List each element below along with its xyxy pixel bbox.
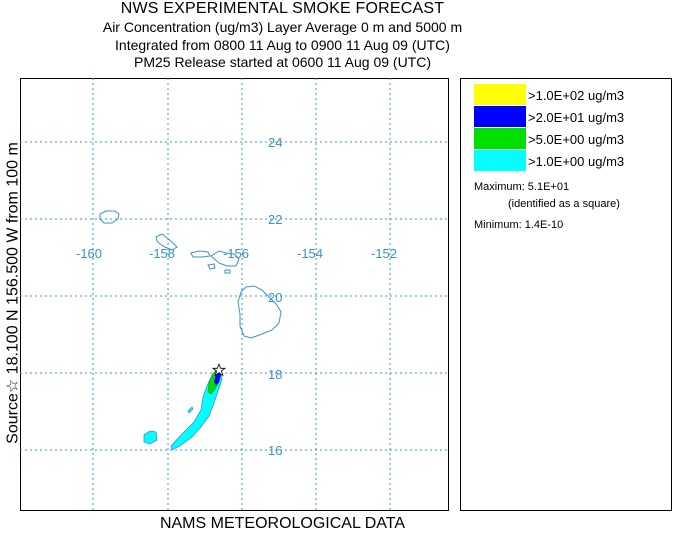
- legend-swatch-blue: [474, 106, 526, 127]
- source-star-icon: [211, 362, 227, 377]
- maximum-note: (identified as a square): [508, 198, 620, 210]
- coastlines: [99, 210, 282, 339]
- lon-label-160: -160: [76, 246, 102, 261]
- lon-label-154: -154: [297, 246, 323, 261]
- legend-frame: [460, 78, 672, 511]
- island-maui: [210, 250, 240, 267]
- met-data-label: NAMS METEOROLOGICAL DATA: [159, 515, 406, 532]
- lat-label-18: 18: [268, 367, 282, 382]
- subtitle-release: PM25 Release started at 0600 11 Aug 09 (…: [133, 54, 431, 70]
- lat-label-20: 20: [268, 290, 282, 305]
- graticule: [20, 78, 448, 510]
- plume-speck: [187, 406, 194, 414]
- legend-swatch-yellow: [474, 84, 526, 105]
- lon-label-158: -158: [149, 246, 175, 261]
- maximum-value: Maximum: 5.1E+01: [474, 181, 569, 193]
- subtitle-concentration: Air Concentration (ug/m3) Layer Average …: [102, 19, 463, 35]
- island-molokai: [190, 250, 211, 258]
- legend-label-3: >5.0E+00 ug/m3: [528, 132, 624, 147]
- legend-swatch-green: [474, 128, 526, 149]
- legend-label-2: >2.0E+01 ug/m3: [528, 110, 624, 125]
- plume-fragment-west: [143, 430, 158, 445]
- plume-blue-core: [214, 371, 221, 385]
- island-kahoolawe: [224, 269, 231, 274]
- lon-label-156: -156: [223, 246, 249, 261]
- island-lanai: [207, 263, 216, 270]
- lat-label-24: 24: [268, 135, 282, 150]
- lat-label-16: 16: [268, 443, 282, 458]
- island-kauai: [99, 210, 120, 224]
- subtitle-integration: Integrated from 0800 11 Aug to 0900 11 A…: [115, 37, 450, 53]
- smoke-plume: [143, 362, 227, 451]
- map-frame: [20, 78, 449, 511]
- legend-label-4: >1.0E+00 ug/m3: [528, 154, 624, 169]
- lon-label-152: -152: [371, 246, 397, 261]
- island-oahu: [155, 233, 178, 251]
- legend-label-1: >1.0E+02 ug/m3: [528, 88, 624, 103]
- minimum-value: Minimum: 1.4E-10: [474, 219, 563, 231]
- island-hawaii: [237, 285, 282, 339]
- legend: >1.0E+02 ug/m3 >2.0E+01 ug/m3 >5.0E+00 u…: [474, 84, 624, 231]
- lat-label-22: 22: [268, 212, 282, 227]
- legend-swatch-cyan: [474, 150, 526, 171]
- map-title: NWS EXPERIMENTAL SMOKE FORECAST: [120, 0, 445, 17]
